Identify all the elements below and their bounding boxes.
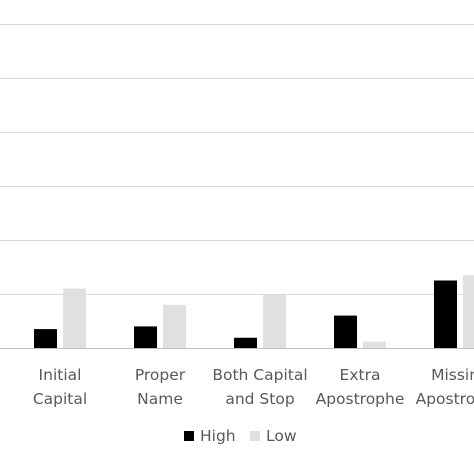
bar-low-4 bbox=[463, 275, 474, 348]
legend-label-high: High bbox=[200, 427, 236, 445]
bar-low-2 bbox=[263, 295, 286, 348]
legend: High Low bbox=[184, 427, 297, 445]
category-label-line: Capital bbox=[33, 390, 87, 408]
gridlines bbox=[0, 24, 474, 295]
category-label-line: Both Capital bbox=[212, 366, 307, 384]
category-label-0: Initial Capital bbox=[33, 366, 87, 408]
bar-high-1 bbox=[134, 326, 157, 348]
category-label-line: Initial bbox=[39, 366, 82, 384]
bar-low-0 bbox=[63, 288, 86, 348]
category-label-4: Missing Apostrophe bbox=[416, 366, 474, 408]
legend-swatch-low bbox=[250, 431, 260, 441]
category-label-line: Apostrophe bbox=[316, 390, 405, 408]
category-label-line: and Stop bbox=[225, 390, 294, 408]
bar-low-1 bbox=[163, 304, 186, 348]
bar-low-3 bbox=[363, 341, 386, 348]
category-label-line: Apostrophe bbox=[416, 390, 474, 408]
bar-high-0 bbox=[34, 329, 57, 348]
bar-high-2 bbox=[234, 337, 257, 348]
category-label-line: Name bbox=[137, 390, 183, 408]
legend-swatch-high bbox=[184, 431, 194, 441]
bar-high-3 bbox=[334, 315, 357, 348]
category-label-line: Proper bbox=[135, 366, 186, 384]
bars bbox=[34, 275, 474, 348]
category-label-line: Extra bbox=[340, 366, 381, 384]
category-label-1: Proper Name bbox=[135, 366, 186, 408]
legend-label-low: Low bbox=[266, 427, 297, 445]
category-labels: Initial Capital Proper Name Both Capital and … bbox=[33, 366, 474, 408]
category-label-3: Extra Apostrophe bbox=[316, 366, 405, 408]
bar-high-4 bbox=[434, 280, 457, 348]
category-label-2: Both Capital and Stop bbox=[212, 366, 307, 408]
category-label-line: Missing bbox=[431, 366, 474, 384]
